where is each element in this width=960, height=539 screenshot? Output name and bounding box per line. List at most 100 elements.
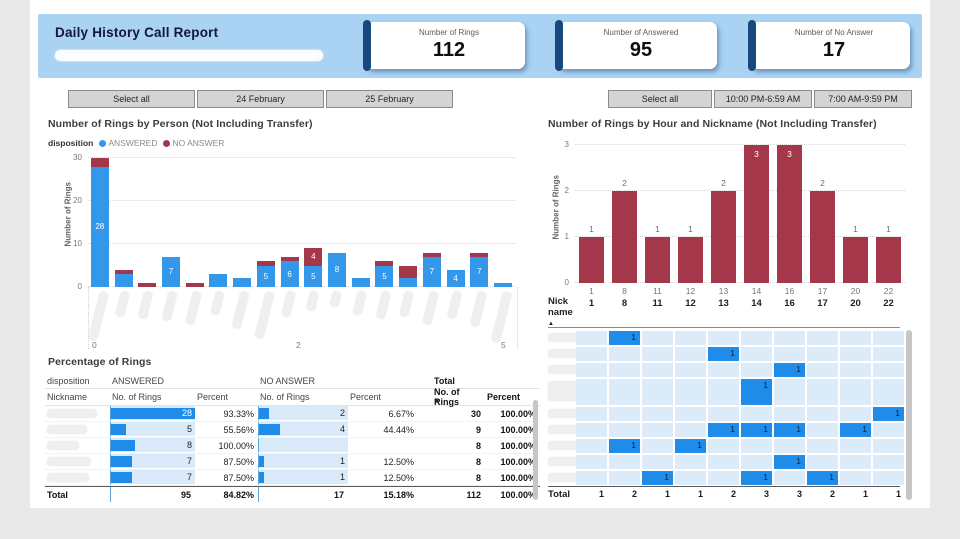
answered-segment <box>351 278 370 287</box>
hour-bar[interactable] <box>579 237 604 283</box>
person-bar[interactable] <box>351 278 370 287</box>
x-label-redacted <box>491 290 513 344</box>
matrix-cell <box>840 471 871 485</box>
matrix-col-header[interactable]: 11 <box>652 298 663 309</box>
column-header-no-of-rings[interactable]: No. of Rings <box>260 392 310 402</box>
matrix-cell <box>675 423 706 437</box>
date-filter-25-february[interactable]: 25 February <box>326 90 453 108</box>
hour-bar[interactable] <box>711 191 736 283</box>
matrix-cell-value[interactable]: 1 <box>642 471 673 485</box>
column-header-percent[interactable]: Percent <box>487 392 521 402</box>
matrix-row-header-sort[interactable]: Nick name ▲ <box>548 296 578 330</box>
matrix-col-header[interactable]: 17 <box>817 298 828 309</box>
matrix-cell-value[interactable]: 1 <box>708 423 739 437</box>
total-rings-cell: 8 <box>475 472 481 483</box>
matrix-cell-value[interactable]: 1 <box>807 471 838 485</box>
column-header-percent[interactable]: Percent <box>350 392 382 402</box>
y-tick-label: 10 <box>73 239 82 248</box>
date-filter-24-february[interactable]: 24 February <box>197 90 324 108</box>
total-percent-cell: 100.00% <box>500 440 536 451</box>
person-bar[interactable] <box>138 282 157 287</box>
table-scrollbar[interactable] <box>533 400 538 500</box>
matrix-col-header[interactable]: 13 <box>718 298 729 309</box>
matrix-cell <box>675 455 706 469</box>
hour-bar[interactable] <box>810 191 835 283</box>
column-header-percent[interactable]: Percent <box>197 392 229 402</box>
time-filter-day-shift[interactable]: 7:00 AM-9:59 PM <box>814 90 912 108</box>
hour-bar[interactable]: 3 <box>777 145 802 283</box>
matrix-col-header[interactable]: 8 <box>621 298 628 309</box>
data-bar <box>111 407 195 419</box>
matrix-cell-value[interactable]: 1 <box>774 423 805 437</box>
nickname-redacted <box>47 409 97 418</box>
person-bar[interactable]: 28 <box>90 158 109 287</box>
person-bar[interactable]: 5 <box>375 261 394 287</box>
total-percent-cell: 100.00% <box>500 424 536 435</box>
person-bar[interactable] <box>233 278 252 287</box>
matrix-col-header[interactable]: 14 <box>751 298 762 309</box>
time-filter-select-all[interactable]: Select all <box>608 90 712 108</box>
time-filter-night-shift[interactable]: 10:00 PM-6:59 AM <box>714 90 812 108</box>
matrix-cell-value[interactable]: 1 <box>741 471 772 485</box>
matrix-cell <box>708 379 739 405</box>
group-header-total: Total <box>434 376 455 386</box>
matrix-cell-value[interactable]: 1 <box>774 455 805 469</box>
column-header-no-of-rings[interactable]: No. of Rings ▼ <box>434 387 460 407</box>
hour-bar[interactable] <box>645 237 670 283</box>
date-filter-select-all[interactable]: Select all <box>68 90 195 108</box>
matrix-cell <box>576 423 607 437</box>
person-bar[interactable] <box>114 269 133 287</box>
person-bar[interactable]: 4 <box>446 269 465 287</box>
person-bar[interactable] <box>185 282 204 287</box>
matrix-cell-value[interactable]: 1 <box>675 439 706 453</box>
matrix-total-value: 1 <box>697 489 703 499</box>
person-bar[interactable]: 8 <box>328 252 347 287</box>
hour-bar[interactable] <box>612 191 637 283</box>
matrix-cell-value[interactable]: 1 <box>840 423 871 437</box>
person-bar[interactable]: 7 <box>422 252 441 287</box>
matrix-cell-value[interactable]: 1 <box>873 407 904 421</box>
matrix-cell-value[interactable]: 1 <box>609 331 640 345</box>
column-header-no-of-rings[interactable]: No. of Rings <box>112 392 162 402</box>
matrix-cell-value[interactable]: 1 <box>609 439 640 453</box>
total-rings-cell: 9 <box>475 424 481 435</box>
matrix-col-header[interactable]: 16 <box>784 298 795 309</box>
matrix-scrollbar[interactable] <box>906 330 912 500</box>
person-bar[interactable] <box>494 282 513 287</box>
cell-value: 8 <box>186 440 192 450</box>
person-bar[interactable]: 6 <box>280 256 299 287</box>
matrix-cell <box>642 439 673 453</box>
matrix-col-header[interactable]: 1 <box>588 298 595 309</box>
person-bar[interactable] <box>399 265 418 288</box>
matrix-cell <box>576 331 607 345</box>
person-bar[interactable]: 7 <box>470 252 489 287</box>
hour-bar[interactable] <box>843 237 868 283</box>
matrix-col-header[interactable]: 20 <box>850 298 861 309</box>
sort-ascending-icon: ▲ <box>548 321 554 327</box>
matrix-cell <box>840 455 871 469</box>
matrix-cell <box>675 407 706 421</box>
matrix-col-header[interactable]: 22 <box>883 298 894 309</box>
matrix-cell <box>873 439 904 453</box>
person-bar[interactable]: 7 <box>161 256 180 287</box>
matrix-cell <box>840 363 871 377</box>
hour-bar[interactable] <box>876 237 901 283</box>
gridline <box>88 200 515 201</box>
person-bar[interactable]: 5 <box>256 261 275 287</box>
matrix-cell-value[interactable]: 1 <box>741 379 772 405</box>
no-answer-segment <box>114 269 133 275</box>
x-tick-label: 16 <box>784 286 795 296</box>
nickname-redacted <box>47 425 87 434</box>
person-bar[interactable] <box>209 274 228 287</box>
matrix-cell-value[interactable]: 1 <box>741 423 772 437</box>
matrix-cell-value[interactable]: 1 <box>708 347 739 361</box>
axis-guide <box>517 287 518 349</box>
hour-bar[interactable] <box>678 237 703 283</box>
matrix-col-header[interactable]: 12 <box>685 298 696 309</box>
gridline <box>88 157 515 158</box>
total-percent-cell: 100.00% <box>500 408 536 419</box>
hour-bar[interactable]: 3 <box>744 145 769 283</box>
matrix-cell-value[interactable]: 1 <box>774 363 805 377</box>
cell-value: 7 <box>186 472 192 482</box>
